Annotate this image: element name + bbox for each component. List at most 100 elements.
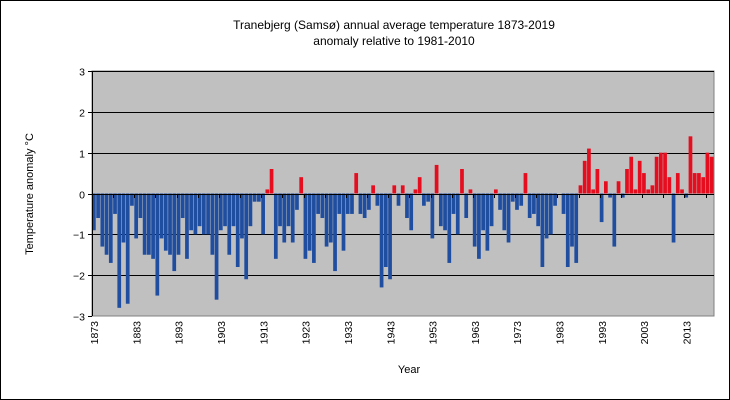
bar-1981 <box>548 193 553 235</box>
bar-1965 <box>481 193 485 231</box>
bar-1903 <box>218 193 223 231</box>
bar-1893 <box>176 193 181 255</box>
bar-1970 <box>502 193 507 231</box>
bar-1937 <box>362 193 367 218</box>
bar-1994 <box>603 181 608 194</box>
bar-1946 <box>400 185 405 194</box>
bar-2008 <box>663 152 667 194</box>
bar-1963 <box>472 193 477 247</box>
bar-1896 <box>189 193 194 231</box>
bar-1917 <box>278 193 282 227</box>
bar-1975 <box>523 173 528 194</box>
bar-1911 <box>252 193 257 202</box>
bar-1915 <box>269 169 274 194</box>
bar-1883 <box>134 193 139 239</box>
bar-1927 <box>320 193 325 218</box>
bar-1914 <box>265 189 270 194</box>
y-tick-label: −3 <box>73 312 85 324</box>
bar-1921 <box>295 193 299 210</box>
bar-1907 <box>235 193 240 267</box>
y-axis-ticks: 3 2 1 0 −1 −2 −3 <box>73 67 93 324</box>
bar-1887 <box>151 193 155 259</box>
bar-1886 <box>147 193 151 255</box>
bar-1977 <box>532 193 536 214</box>
bar-1982 <box>553 193 557 206</box>
bar-2001 <box>633 189 638 194</box>
bar-1876 <box>104 193 109 255</box>
bar-1918 <box>282 193 287 243</box>
x-tick-label: 2013 <box>682 321 694 345</box>
bar-1879 <box>117 193 122 308</box>
chart-title: Tranebjerg (Samsø) annual average temper… <box>233 18 555 32</box>
bar-2011 <box>675 173 680 194</box>
bar-1898 <box>197 193 202 227</box>
bar-2009 <box>667 177 672 194</box>
bar-1899 <box>202 193 206 235</box>
bar-1969 <box>498 193 502 210</box>
bar-1961 <box>464 193 469 218</box>
bar-1991 <box>591 189 596 194</box>
bar-1968 <box>493 189 498 194</box>
bar-1957 <box>447 193 452 263</box>
x-tick-label: 1973 <box>512 321 524 345</box>
bar-1944 <box>392 185 397 194</box>
bar-1874 <box>96 193 100 218</box>
bar-2014 <box>688 136 693 194</box>
bar-1880 <box>121 193 126 243</box>
x-axis-label: Year <box>398 364 421 376</box>
bar-2005 <box>650 185 655 194</box>
bar-1877 <box>108 193 113 263</box>
bar-1881 <box>125 193 130 304</box>
x-tick-label: 1953 <box>428 321 440 345</box>
bar-1890 <box>163 193 168 251</box>
bar-1940 <box>375 193 380 206</box>
bar-1906 <box>231 193 236 227</box>
x-tick-label: 1873 <box>89 321 101 345</box>
bar-1942 <box>383 193 388 267</box>
bar-1952 <box>426 193 430 202</box>
bar-2013 <box>684 193 689 198</box>
bar-1882 <box>130 193 134 206</box>
gridlines <box>92 71 714 276</box>
bar-1923 <box>303 193 308 259</box>
bar-1945 <box>396 193 401 206</box>
bar-1995 <box>608 193 612 198</box>
bar-1934 <box>350 193 354 214</box>
bar-1943 <box>388 193 392 280</box>
bar-1931 <box>337 193 342 214</box>
y-tick-label: 2 <box>79 108 85 120</box>
bar-1926 <box>316 193 320 214</box>
bar-1964 <box>477 193 481 259</box>
bar-1955 <box>438 193 443 227</box>
bar-1962 <box>468 189 473 194</box>
bar-1912 <box>257 193 261 202</box>
bar-2015 <box>692 173 697 194</box>
bar-1976 <box>527 193 532 218</box>
bar-1948 <box>409 193 414 231</box>
bar-1974 <box>519 193 524 206</box>
bar-1905 <box>227 193 232 255</box>
x-tick-label: 1913 <box>258 321 270 345</box>
bar-1956 <box>443 193 447 231</box>
bar-1933 <box>345 193 350 214</box>
bar-1978 <box>536 193 541 227</box>
bar-1936 <box>358 193 363 214</box>
bar-1924 <box>307 193 312 251</box>
bar-2000 <box>629 156 634 194</box>
bar-1971 <box>506 193 511 243</box>
bar-1929 <box>328 193 333 243</box>
bar-1988 <box>578 185 583 194</box>
bar-1878 <box>113 193 117 214</box>
y-tick-label: 1 <box>79 149 85 161</box>
bar-1938 <box>367 193 371 210</box>
bar-1987 <box>574 193 579 263</box>
bar-1986 <box>570 193 574 247</box>
x-tick-label: 1993 <box>597 321 609 345</box>
bar-1949 <box>413 189 418 194</box>
bar-1993 <box>599 193 604 223</box>
bar-2012 <box>680 189 684 194</box>
bar-1892 <box>172 193 177 272</box>
bar-1889 <box>159 193 164 239</box>
